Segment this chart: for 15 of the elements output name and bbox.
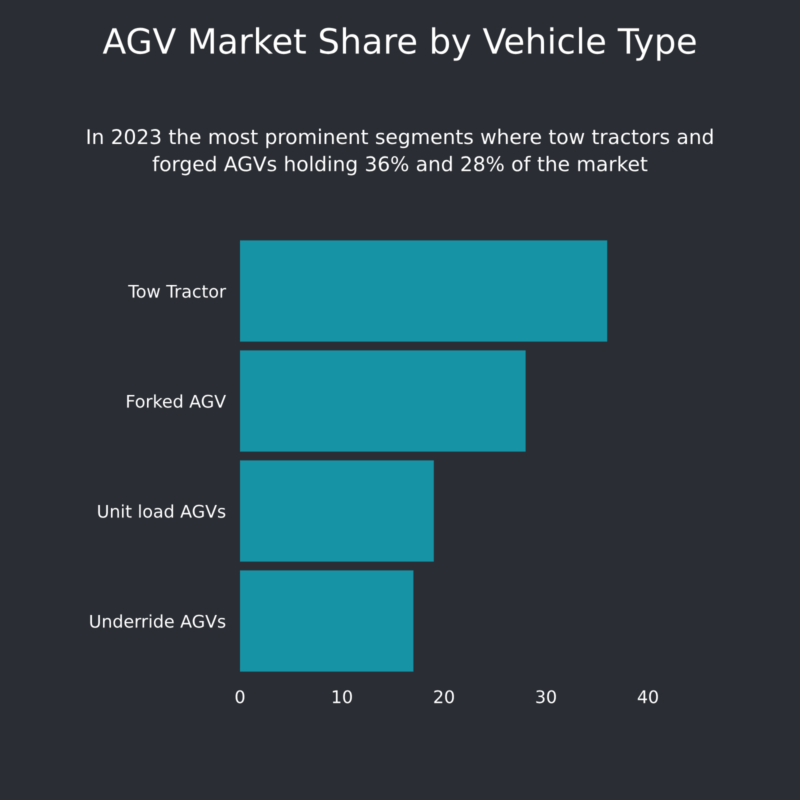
y-tick-label: Tow Tractor	[128, 284, 226, 298]
x-tick-label: 20	[434, 690, 454, 704]
chart-subtitle: In 2023 the most prominent segments where tow tractors and forged AGVs holding 36% and 28% of the market	[88, 128, 713, 176]
x-tick-label: 30	[536, 690, 556, 704]
x-tick-label: 10	[332, 690, 352, 704]
chart-title: AGV Market Share by Vehicle Type	[102, 27, 696, 61]
y-tick-label: Forked AGV	[127, 394, 226, 408]
y-tick-label: Underride AGVs	[90, 614, 226, 628]
bar	[240, 570, 414, 672]
x-tick-label: 40	[638, 690, 658, 704]
x-tick-label: 0	[236, 690, 244, 704]
bar	[240, 240, 608, 342]
bar	[240, 460, 434, 562]
y-tick-label: Unit load AGVs	[98, 504, 226, 518]
bar	[240, 350, 526, 452]
